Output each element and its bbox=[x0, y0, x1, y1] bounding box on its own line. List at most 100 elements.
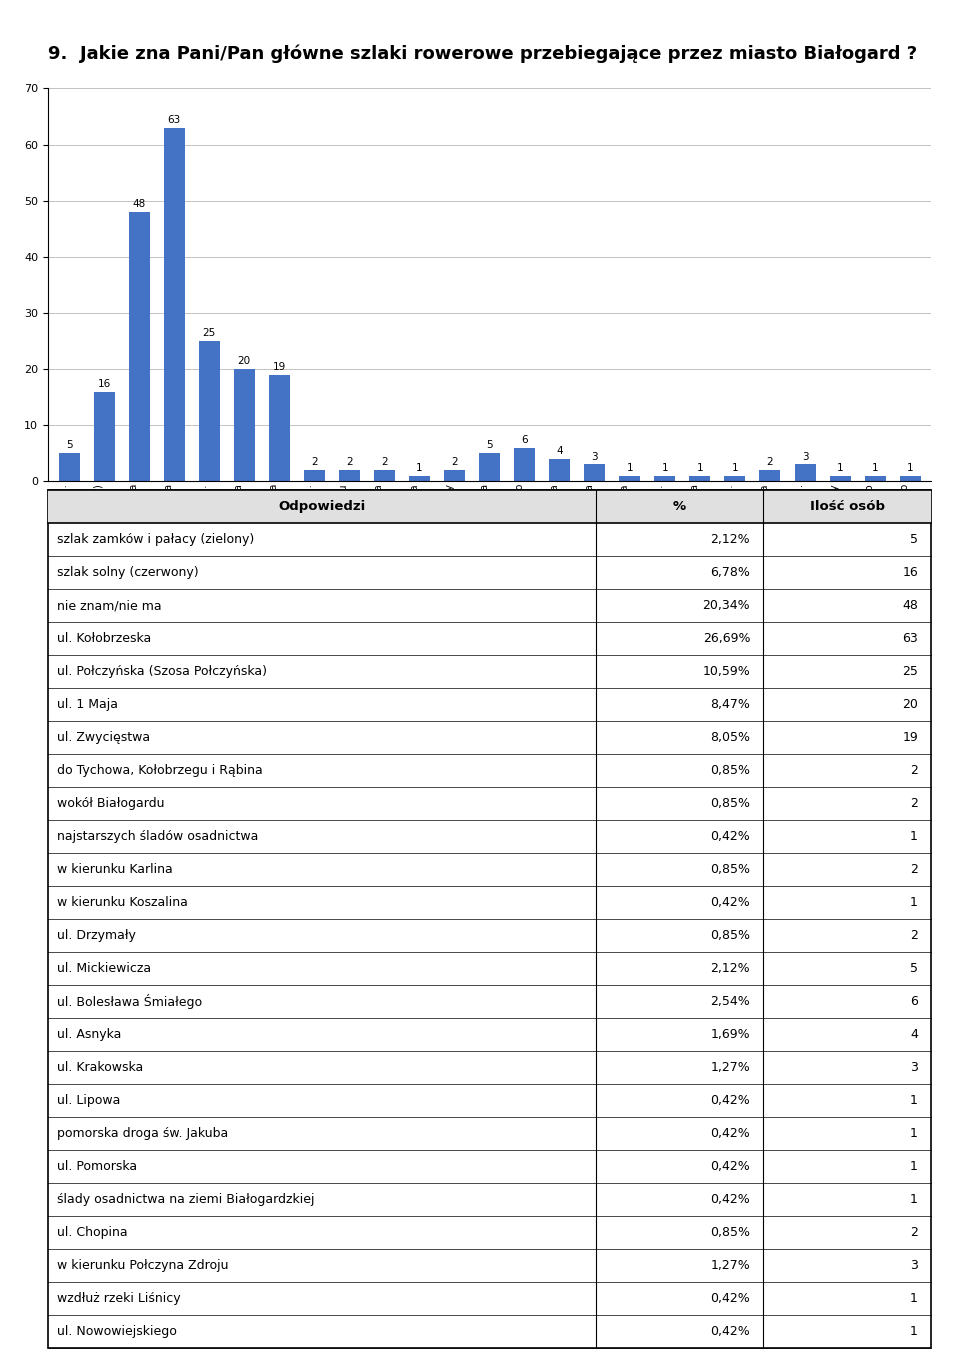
Text: 1,27%: 1,27% bbox=[710, 1259, 750, 1272]
Text: 5: 5 bbox=[65, 440, 72, 450]
Text: 1: 1 bbox=[910, 1127, 918, 1140]
Text: ul. Pomorska: ul. Pomorska bbox=[57, 1160, 137, 1172]
Text: 0,85%: 0,85% bbox=[710, 763, 750, 777]
Text: 1: 1 bbox=[910, 1291, 918, 1305]
Text: 0,42%: 0,42% bbox=[710, 1127, 750, 1140]
Bar bbox=[339, 471, 360, 482]
Bar bbox=[829, 476, 851, 482]
Text: 3: 3 bbox=[910, 1060, 918, 1074]
Text: 6,78%: 6,78% bbox=[710, 566, 750, 579]
Text: 1: 1 bbox=[907, 462, 914, 473]
Text: 2,54%: 2,54% bbox=[710, 995, 750, 1008]
Bar bbox=[865, 476, 886, 482]
Text: ul. Chopina: ul. Chopina bbox=[57, 1226, 128, 1239]
Bar bbox=[479, 453, 500, 482]
Text: 19: 19 bbox=[273, 363, 286, 372]
Text: 1,27%: 1,27% bbox=[710, 1060, 750, 1074]
Text: 5: 5 bbox=[910, 534, 918, 546]
Text: wzdłuż rzeki Liśnicy: wzdłuż rzeki Liśnicy bbox=[57, 1291, 180, 1305]
Text: do Tychowa, Kołobrzegu i Rąbina: do Tychowa, Kołobrzegu i Rąbina bbox=[57, 763, 263, 777]
Text: 1: 1 bbox=[837, 462, 844, 473]
Text: 2: 2 bbox=[347, 457, 352, 468]
Text: w kierunku Połczyna Zdroju: w kierunku Połczyna Zdroju bbox=[57, 1259, 228, 1272]
Bar bbox=[725, 476, 746, 482]
Text: 25: 25 bbox=[902, 665, 918, 679]
Text: 6: 6 bbox=[521, 435, 528, 445]
Text: 0,42%: 0,42% bbox=[710, 1094, 750, 1107]
Text: 0,42%: 0,42% bbox=[710, 1324, 750, 1338]
Text: 0,85%: 0,85% bbox=[710, 863, 750, 876]
Bar bbox=[759, 471, 780, 482]
Bar bbox=[795, 465, 816, 482]
Text: 2: 2 bbox=[451, 457, 458, 468]
Text: 1: 1 bbox=[910, 1193, 918, 1205]
Text: 25: 25 bbox=[203, 328, 216, 338]
Text: 20: 20 bbox=[902, 698, 918, 711]
Text: 16: 16 bbox=[98, 379, 110, 389]
Bar bbox=[619, 476, 640, 482]
Text: 2,12%: 2,12% bbox=[710, 534, 750, 546]
Text: 2: 2 bbox=[311, 457, 318, 468]
Text: ul. Lipowa: ul. Lipowa bbox=[57, 1094, 120, 1107]
Text: 3: 3 bbox=[802, 451, 808, 461]
Text: w kierunku Koszalina: w kierunku Koszalina bbox=[57, 896, 188, 908]
Bar bbox=[199, 341, 220, 482]
Text: 26,69%: 26,69% bbox=[703, 632, 750, 644]
Text: 0,42%: 0,42% bbox=[710, 1193, 750, 1205]
Text: 20,34%: 20,34% bbox=[703, 599, 750, 611]
Text: 0,85%: 0,85% bbox=[710, 798, 750, 810]
Text: 2: 2 bbox=[910, 763, 918, 777]
Text: 6: 6 bbox=[910, 995, 918, 1008]
Bar bbox=[585, 465, 605, 482]
Bar bbox=[129, 212, 150, 482]
Text: 1: 1 bbox=[910, 1094, 918, 1107]
Text: 1: 1 bbox=[417, 462, 422, 473]
Text: 63: 63 bbox=[902, 632, 918, 644]
Text: 63: 63 bbox=[168, 115, 180, 124]
Text: ul. Drzymały: ul. Drzymały bbox=[57, 929, 135, 943]
Bar bbox=[59, 453, 80, 482]
Text: 3: 3 bbox=[591, 451, 598, 461]
Bar bbox=[655, 476, 675, 482]
Bar bbox=[233, 369, 254, 482]
Text: 1: 1 bbox=[910, 830, 918, 843]
Text: 3: 3 bbox=[910, 1259, 918, 1272]
Text: 2: 2 bbox=[767, 457, 774, 468]
Text: 1,69%: 1,69% bbox=[710, 1027, 750, 1041]
Text: szlak solny (czerwony): szlak solny (czerwony) bbox=[57, 566, 199, 579]
Text: Ilość osób: Ilość osób bbox=[810, 501, 885, 513]
Text: nie znam/nie ma: nie znam/nie ma bbox=[57, 599, 161, 611]
Text: 10,59%: 10,59% bbox=[703, 665, 750, 679]
Bar bbox=[900, 476, 921, 482]
Text: szlak zamków i pałacy (zielony): szlak zamków i pałacy (zielony) bbox=[57, 534, 254, 546]
Text: 2: 2 bbox=[910, 863, 918, 876]
Bar bbox=[93, 391, 114, 482]
Text: 0,85%: 0,85% bbox=[710, 1226, 750, 1239]
Text: 2: 2 bbox=[381, 457, 388, 468]
Bar bbox=[269, 375, 290, 482]
Text: najstarszych śladów osadnictwa: najstarszych śladów osadnictwa bbox=[57, 830, 258, 843]
Text: %: % bbox=[673, 501, 686, 513]
Text: ul. 1 Maja: ul. 1 Maja bbox=[57, 698, 118, 711]
Bar bbox=[515, 447, 535, 482]
Bar bbox=[304, 471, 324, 482]
Text: 16: 16 bbox=[902, 566, 918, 579]
Text: 0,85%: 0,85% bbox=[710, 929, 750, 943]
Text: 4: 4 bbox=[910, 1027, 918, 1041]
Text: ul. Połczyńska (Szosa Połczyńska): ul. Połczyńska (Szosa Połczyńska) bbox=[57, 665, 267, 679]
Text: ul. Zwycięstwa: ul. Zwycięstwa bbox=[57, 731, 150, 744]
Bar bbox=[163, 127, 184, 482]
Bar bbox=[444, 471, 465, 482]
Text: 1: 1 bbox=[627, 462, 633, 473]
Text: 1: 1 bbox=[910, 896, 918, 908]
Text: 8,05%: 8,05% bbox=[710, 731, 750, 744]
Text: 2: 2 bbox=[910, 929, 918, 943]
Text: 0,42%: 0,42% bbox=[710, 830, 750, 843]
Text: 48: 48 bbox=[132, 200, 146, 209]
Bar bbox=[409, 476, 430, 482]
Text: ul. Mickiewicza: ul. Mickiewicza bbox=[57, 962, 151, 975]
Text: w kierunku Karlina: w kierunku Karlina bbox=[57, 863, 173, 876]
Text: 19: 19 bbox=[902, 731, 918, 744]
Text: ul. Asnyka: ul. Asnyka bbox=[57, 1027, 121, 1041]
Text: 0,42%: 0,42% bbox=[710, 1291, 750, 1305]
